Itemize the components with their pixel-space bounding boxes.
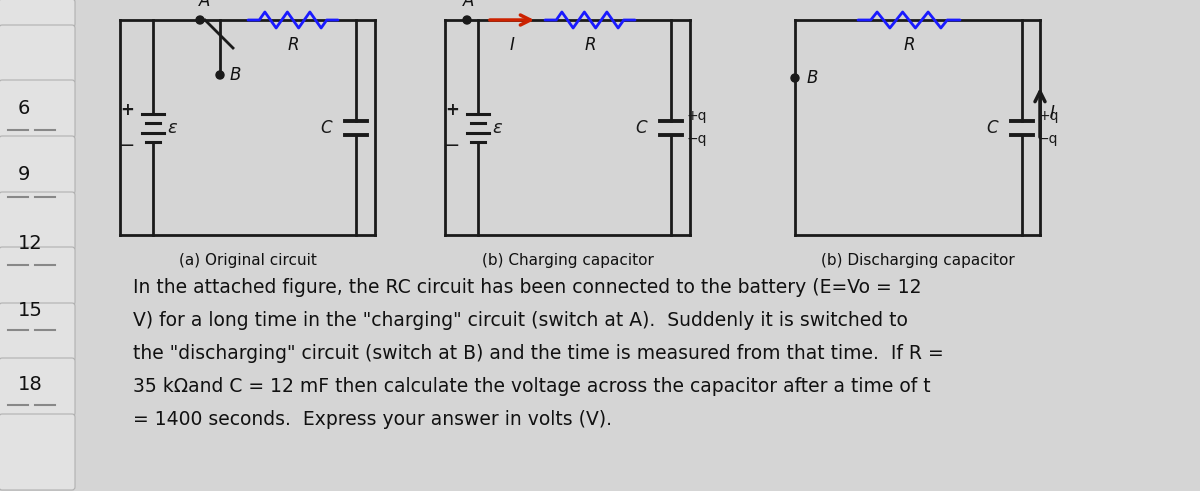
Text: I: I [1050,104,1055,121]
Text: C: C [635,118,647,136]
Text: In the attached figure, the RC circuit has been connected to the battery (E=Vo =: In the attached figure, the RC circuit h… [133,278,922,297]
Text: 15: 15 [18,300,43,320]
Text: B: B [230,66,241,84]
Text: V) for a long time in the "charging" circuit (switch at A).  Suddenly it is swit: V) for a long time in the "charging" cir… [133,311,908,330]
Text: 35 kΩand C = 12 mF then calculate the voltage across the capacitor after a time : 35 kΩand C = 12 mF then calculate the vo… [133,377,931,396]
FancyBboxPatch shape [0,358,74,416]
FancyBboxPatch shape [0,414,74,490]
Text: R: R [904,36,914,54]
Text: = 1400 seconds.  Express your answer in volts (V).: = 1400 seconds. Express your answer in v… [133,410,612,429]
FancyBboxPatch shape [0,247,74,305]
Circle shape [791,74,799,82]
Text: C: C [986,118,998,136]
Text: +: + [445,101,458,118]
Text: I: I [510,36,515,54]
Text: ε: ε [167,118,176,136]
Circle shape [196,16,204,24]
Text: −q: −q [686,133,708,146]
Text: +q: +q [686,109,708,122]
Text: 6: 6 [18,99,30,117]
Text: A: A [199,0,211,10]
Text: +: + [120,101,134,118]
Text: 12: 12 [18,234,43,252]
Text: 9: 9 [18,165,30,185]
Text: +q: +q [1038,109,1058,122]
FancyBboxPatch shape [0,192,74,250]
FancyBboxPatch shape [0,25,74,83]
Circle shape [216,71,224,79]
Text: −: − [119,136,136,155]
Text: C: C [320,118,332,136]
FancyBboxPatch shape [0,136,74,194]
Text: the "discharging" circuit (switch at B) and the time is measured from that time.: the "discharging" circuit (switch at B) … [133,344,943,363]
Text: −q: −q [1038,133,1058,146]
Text: B: B [808,69,818,87]
FancyBboxPatch shape [0,303,74,361]
Text: −: − [444,136,460,155]
FancyBboxPatch shape [0,0,74,27]
Text: (b) Charging capacitor: (b) Charging capacitor [481,253,654,268]
Text: (a) Original circuit: (a) Original circuit [179,253,317,268]
Text: (b) Discharging capacitor: (b) Discharging capacitor [821,253,1014,268]
Text: R: R [287,36,299,54]
Text: 18: 18 [18,376,43,394]
FancyBboxPatch shape [0,80,74,138]
Text: R: R [584,36,595,54]
Circle shape [463,16,470,24]
Text: ε: ε [492,118,502,136]
Text: A: A [463,0,475,10]
